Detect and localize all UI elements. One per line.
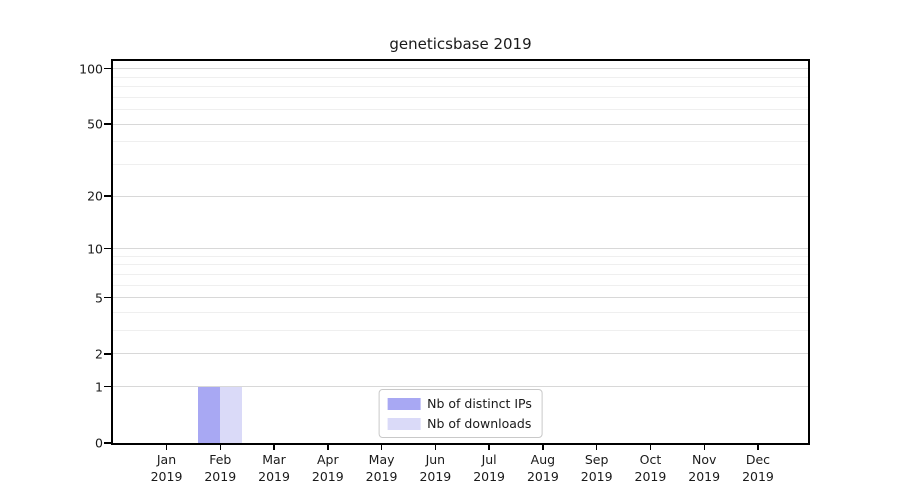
x-tick-month: Nov: [691, 452, 717, 467]
x-tick-mark: [327, 445, 329, 450]
x-tick-month: May: [368, 452, 395, 467]
y-tick-mark: [104, 247, 111, 250]
x-tick-year: 2019: [473, 468, 506, 484]
gridline-major: [113, 353, 808, 355]
x-tick-month: Jul: [481, 452, 497, 467]
x-tick-year: 2019: [258, 468, 290, 484]
x-tick-year: 2019: [634, 468, 667, 484]
gridline-minor: [113, 109, 808, 111]
x-tick-month: Dec: [745, 452, 771, 467]
y-tick-mark: [104, 297, 111, 299]
gridline-major: [113, 297, 808, 299]
gridline-major: [113, 386, 808, 388]
gridline-minor: [113, 86, 808, 88]
x-tick-mark: [757, 445, 759, 450]
x-tick-label: May 2019: [350, 452, 414, 485]
y-tick-label: 5: [95, 290, 103, 306]
y-tick-label: 2: [95, 346, 103, 362]
x-tick-year: 2019: [419, 468, 452, 484]
y-tick-mark: [104, 353, 111, 355]
gridline-minor: [113, 312, 808, 314]
x-tick-label: Feb 2019: [188, 452, 252, 485]
y-tick-label: 0: [95, 435, 103, 451]
y-tick-mark: [104, 68, 111, 70]
x-tick-label: Oct 2019: [618, 452, 682, 485]
x-tick-mark: [542, 445, 544, 450]
gridline-minor: [113, 264, 808, 266]
x-tick-mark: [703, 445, 705, 450]
x-tick-label: Sep 2019: [565, 452, 629, 485]
x-tick-mark: [434, 445, 437, 450]
x-tick-label: Dec 2019: [726, 452, 790, 485]
x-tick-mark: [595, 445, 598, 450]
x-tick-month: Apr: [316, 452, 339, 467]
legend-label-downloads: Nb of downloads: [427, 416, 532, 431]
legend-label-distinct-ips: Nb of distinct IPs: [427, 396, 532, 411]
x-tick-label: Jun 2019: [403, 452, 467, 485]
x-tick-label: Jul 2019: [457, 452, 521, 485]
y-tick-label: 1: [95, 379, 103, 395]
x-tick-mark: [649, 445, 652, 450]
x-tick-year: 2019: [688, 468, 721, 484]
x-tick-mark: [219, 445, 221, 450]
y-tick-mark: [104, 442, 111, 444]
x-tick-year: 2019: [365, 468, 398, 484]
x-tick-year: 2019: [150, 468, 183, 484]
x-tick-mark: [488, 445, 490, 450]
gridline-major: [113, 68, 808, 70]
x-tick-year: 2019: [204, 468, 237, 484]
gridline-minor: [113, 284, 808, 286]
bar-nb-of-downloads: [220, 386, 243, 443]
gridline-major: [113, 123, 808, 125]
y-tick-mark: [104, 195, 111, 197]
gridline-major: [113, 195, 808, 197]
x-tick-month: Aug: [530, 452, 556, 467]
x-tick-month: Sep: [584, 452, 609, 467]
gridline-minor: [113, 330, 808, 332]
gridline-minor: [113, 76, 808, 78]
gridline-major: [113, 248, 808, 250]
x-tick-year: 2019: [580, 468, 613, 484]
x-tick-mark: [165, 445, 168, 450]
legend-swatch-downloads: [387, 417, 421, 430]
x-tick-year: 2019: [526, 468, 559, 484]
legend-item-distinct-ips: Nb of distinct IPs: [387, 396, 532, 411]
x-tick-label: Nov 2019: [672, 452, 736, 485]
x-tick-label: Jan 2019: [135, 452, 199, 485]
chart-title: geneticsbase 2019: [389, 35, 532, 53]
x-tick-label: Mar 2019: [242, 452, 306, 485]
bar-nb-of-distinct-ips: [198, 386, 221, 443]
y-tick-mark: [104, 386, 111, 388]
gridline-minor: [113, 96, 808, 98]
x-tick-label: Aug 2019: [511, 452, 575, 485]
gridline-minor: [113, 255, 808, 257]
legend: Nb of distinct IPs Nb of downloads: [378, 389, 543, 438]
x-tick-month: Oct: [639, 452, 662, 467]
plot-area: Nb of distinct IPs Nb of downloads: [111, 59, 810, 445]
y-tick-label: 10: [87, 241, 103, 257]
legend-swatch-distinct-ips: [387, 397, 421, 410]
legend-item-downloads: Nb of downloads: [387, 416, 532, 431]
x-tick-month: Jan: [156, 452, 177, 467]
x-tick-mark: [380, 445, 383, 450]
gridline-minor: [113, 273, 808, 275]
gridline-minor: [113, 164, 808, 166]
x-tick-year: 2019: [311, 468, 344, 484]
x-tick-label: Apr 2019: [296, 452, 360, 485]
x-tick-month: Jun: [425, 452, 446, 467]
x-tick-month: Feb: [209, 452, 232, 467]
y-tick-label: 50: [87, 116, 103, 132]
x-tick-month: Mar: [262, 452, 286, 467]
x-tick-mark: [273, 445, 275, 450]
y-tick-label: 100: [79, 61, 103, 77]
y-tick-mark: [104, 123, 111, 125]
x-tick-year: 2019: [742, 468, 774, 484]
gridline-minor: [113, 141, 808, 143]
y-tick-label: 20: [87, 188, 103, 204]
